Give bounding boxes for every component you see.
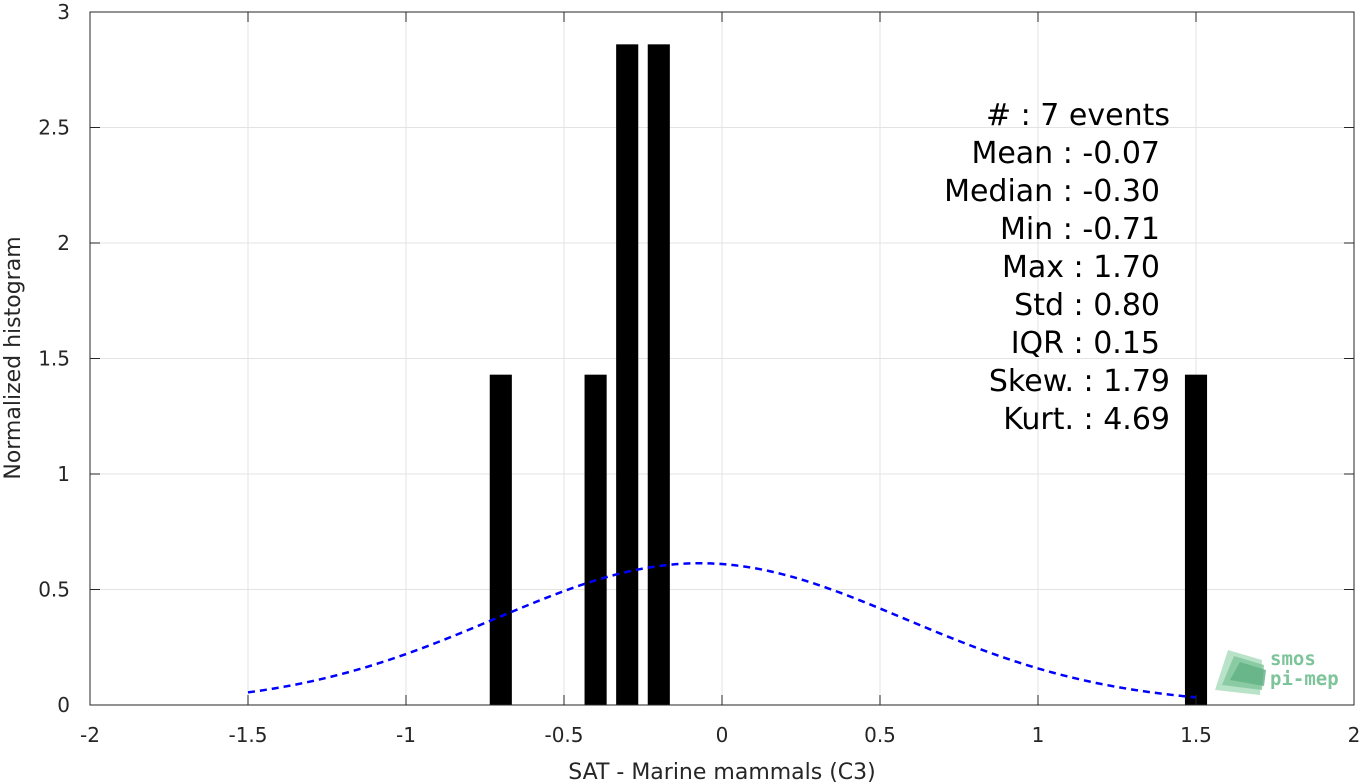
y-tick-label: 3: [57, 0, 70, 24]
axes-box: [89, 11, 1355, 706]
x-tick-label: 2: [1348, 723, 1361, 747]
stat-line: Std : 0.80: [1014, 288, 1160, 323]
x-tick-label: -1: [396, 723, 416, 747]
histogram-bar: [1184, 374, 1208, 705]
smos-pi-mep-logo: smos pi-mep: [1215, 648, 1339, 695]
stat-line: IQR : 0.15: [1011, 326, 1160, 361]
histogram-bar: [647, 44, 670, 705]
histogram-bars: [489, 44, 1208, 705]
stat-line: Skew. : 1.79: [989, 364, 1170, 399]
stat-line: Mean : -0.07: [971, 136, 1160, 171]
logo-wave-icon: [1215, 650, 1266, 695]
y-tick-label: 2.5: [38, 116, 70, 140]
x-axis-title: SAT - Marine mammals (C3): [568, 760, 876, 784]
histogram-bar: [616, 44, 639, 705]
logo-text-pi-mep: pi-mep: [1270, 668, 1339, 690]
x-tick-label: 1.5: [1180, 723, 1212, 747]
y-tick-label: 0.5: [38, 578, 70, 602]
x-tick-label: 1: [1032, 723, 1045, 747]
stat-line: Min : -0.71: [1000, 212, 1160, 247]
x-tick-label: -0.5: [544, 723, 583, 747]
x-tick-label: -2: [80, 723, 100, 747]
stat-line: Median : -0.30: [944, 174, 1160, 209]
y-tick-label: 1: [57, 462, 70, 486]
histogram-bar: [584, 374, 607, 705]
y-tick-labels: 0 0.5 1 1.5 2 2.5 3: [38, 0, 70, 717]
y-tick-label: 2: [57, 231, 70, 255]
y-axis-title: Normalized histogram: [1, 236, 26, 479]
x-tick-labels: -2 -1.5 -1 -0.5 0 0.5 1 1.5 2: [80, 723, 1360, 747]
y-tick-label: 1.5: [38, 347, 70, 371]
x-tick-label: 0: [716, 723, 729, 747]
histogram-bar: [489, 374, 512, 705]
stat-line: Kurt. : 4.69: [1003, 402, 1170, 437]
normal-fit-curve: [247, 561, 1197, 699]
x-tick-label: 0.5: [864, 723, 896, 747]
y-tick-label: 0: [57, 693, 70, 717]
logo-text-smos: smos: [1270, 648, 1316, 670]
stat-line: # : 7 events: [986, 98, 1170, 133]
x-tick-label: -1.5: [228, 723, 267, 747]
stat-line: Max : 1.70: [1002, 250, 1160, 285]
